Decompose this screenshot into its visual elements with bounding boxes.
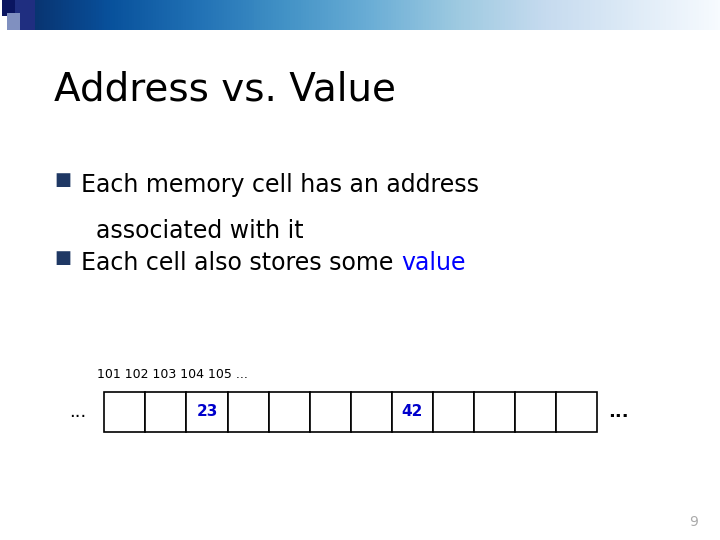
Bar [351,392,392,432]
Text: 42: 42 [402,404,423,419]
Bar [556,392,597,432]
Bar [515,392,556,432]
Text: associated with it: associated with it [81,219,304,242]
Text: value: value [401,251,466,275]
Bar [186,392,228,432]
Text: Each cell also stores some: Each cell also stores some [81,251,401,275]
Text: Each memory cell has an address: Each memory cell has an address [81,173,480,197]
Text: 101 102 103 104 105 ...: 101 102 103 104 105 ... [97,368,248,381]
Bar [474,392,515,432]
Text: 23: 23 [197,404,217,419]
Bar [392,392,433,432]
Text: ■: ■ [54,171,71,189]
Bar [310,392,351,432]
Bar [2,0,15,16]
Bar [7,14,20,30]
Text: Address vs. Value: Address vs. Value [54,70,396,108]
Text: ■: ■ [54,249,71,267]
Bar [145,392,186,432]
Text: ...: ... [69,403,86,421]
Bar [269,392,310,432]
Bar [104,392,145,432]
Bar [433,392,474,432]
Bar [14,0,35,30]
Text: 9: 9 [690,515,698,529]
Bar [228,392,269,432]
Text: ...: ... [608,403,629,421]
